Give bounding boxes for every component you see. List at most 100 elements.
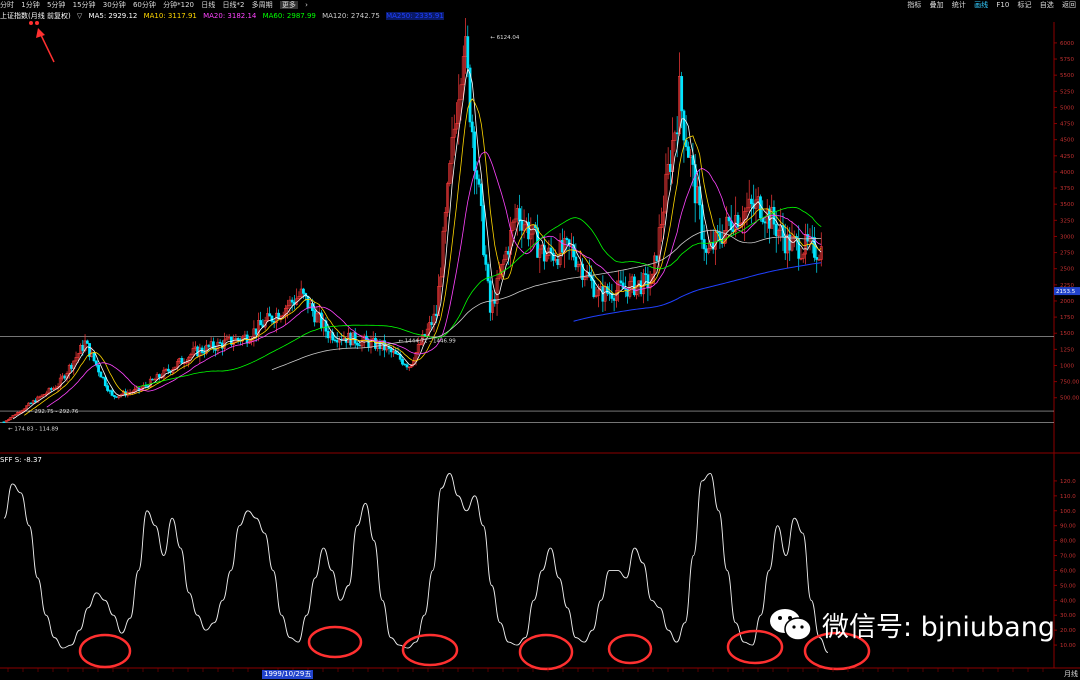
tool-button[interactable]: 指标	[907, 1, 922, 9]
price-marker-label: 2153.5	[1056, 289, 1076, 295]
date-marker: 1999/10/29五	[262, 670, 314, 679]
candle-body	[284, 307, 287, 316]
candle-body	[270, 315, 274, 322]
candle-body	[594, 295, 598, 298]
candle-body	[416, 343, 420, 353]
y-tick-label: 6000	[1060, 41, 1074, 47]
period-tab[interactable]: 30分钟	[102, 1, 126, 9]
period-tab[interactable]: 1分钟	[21, 1, 40, 9]
sff-y-tick-label: 40.00	[1060, 598, 1076, 604]
candle-body	[166, 368, 170, 372]
candle-body	[605, 286, 609, 294]
ma120-line	[271, 229, 822, 371]
tool-button[interactable]: 画线	[974, 1, 989, 9]
y-tick-label: 1500	[1060, 331, 1074, 337]
candle-body	[673, 132, 677, 141]
tool-button[interactable]: F10	[996, 1, 1010, 9]
ma250-line	[573, 262, 822, 322]
sff-y-tick-label: 10.00	[1060, 643, 1076, 649]
peak-annotation: ← 6124.04	[490, 35, 520, 41]
candle-body	[268, 313, 272, 317]
period-button[interactable]: 月线	[1064, 670, 1078, 678]
period-tab[interactable]: 60分钟	[132, 1, 156, 9]
candle-body	[576, 263, 580, 268]
candle-body	[257, 320, 260, 335]
candle-body	[698, 186, 702, 206]
candle-body	[115, 396, 118, 398]
candle-body	[396, 353, 400, 355]
period-tab[interactable]: 分时	[0, 1, 14, 9]
candle-body	[488, 280, 492, 313]
candle-body	[808, 236, 812, 242]
candle-body	[92, 352, 96, 362]
candle-body	[63, 375, 67, 379]
more-button[interactable]: 更多	[279, 1, 298, 9]
candle-body	[774, 223, 778, 237]
candle-body	[675, 132, 679, 135]
low-highlight-circle	[726, 629, 784, 665]
dropdown-icon[interactable]: ▽	[76, 12, 83, 20]
ma-legend: 上证指数(月线 前复权) ▽ MA5: 2929.12 MA10: 3117.9…	[0, 11, 448, 21]
candle-body	[459, 84, 463, 101]
arrow-head-icon	[36, 28, 45, 38]
candle-body	[545, 255, 548, 262]
candle-body	[583, 277, 587, 280]
period-tab[interactable]: 分钟*120	[163, 1, 194, 9]
candle-body	[81, 345, 85, 351]
sff-y-tick-label: 80.00	[1060, 539, 1076, 545]
marker-dot	[29, 21, 33, 25]
tool-button[interactable]: 自选	[1039, 1, 1054, 9]
candle-body	[110, 390, 114, 396]
candle-body	[290, 299, 294, 303]
candle-body	[22, 408, 26, 411]
candle-body	[511, 221, 515, 231]
low-highlight-circle	[78, 633, 132, 669]
candle-body	[542, 245, 546, 262]
candle-body	[470, 121, 474, 133]
period-tab[interactable]: 多周期	[251, 1, 273, 9]
candle-body	[527, 221, 530, 240]
candle-body	[277, 312, 281, 320]
period-tab[interactable]: 5分钟	[46, 1, 66, 9]
candle-body	[430, 322, 434, 326]
period-tab[interactable]: 15分钟	[72, 1, 96, 9]
candle-body	[484, 254, 488, 265]
candle-body	[266, 313, 269, 321]
y-tick-label: 5000	[1060, 105, 1074, 111]
candle-body	[4, 420, 8, 423]
y-tick-label: 3500	[1060, 202, 1074, 208]
candle-body	[619, 280, 623, 284]
more-chevron-icon[interactable]: ›	[305, 1, 308, 9]
candle-body	[254, 328, 258, 335]
candle-body	[180, 358, 184, 364]
period-tab[interactable]: 日线	[201, 1, 216, 9]
candle-body	[777, 230, 780, 237]
candle-body	[153, 378, 157, 381]
y-tick-label: 3000	[1060, 234, 1074, 240]
candle-body	[18, 411, 22, 414]
period-tab[interactable]: 日线*2	[222, 1, 245, 9]
candle-body	[434, 313, 438, 316]
tool-button[interactable]: 返回	[1062, 1, 1076, 9]
candle-body	[302, 288, 305, 294]
sff-line	[3, 473, 829, 653]
tool-button[interactable]: 统计	[951, 1, 966, 9]
candle-body	[419, 343, 422, 346]
candle-body	[7, 419, 10, 421]
candle-body	[335, 340, 339, 343]
tool-button[interactable]: 标记	[1017, 1, 1032, 9]
candle-body	[754, 199, 758, 209]
y-tick-label: 4000	[1060, 170, 1074, 176]
candle-body	[74, 357, 78, 362]
candle-body	[99, 371, 103, 378]
sff-y-tick-label: 50.00	[1060, 583, 1076, 589]
candle-body	[333, 339, 337, 342]
candle-body	[25, 405, 28, 410]
candle-body	[574, 256, 578, 268]
candle-body	[76, 353, 80, 358]
candle-body	[162, 369, 166, 378]
tool-button[interactable]: 叠加	[929, 1, 944, 9]
candle-body	[288, 299, 292, 307]
candle-body	[2, 421, 6, 423]
